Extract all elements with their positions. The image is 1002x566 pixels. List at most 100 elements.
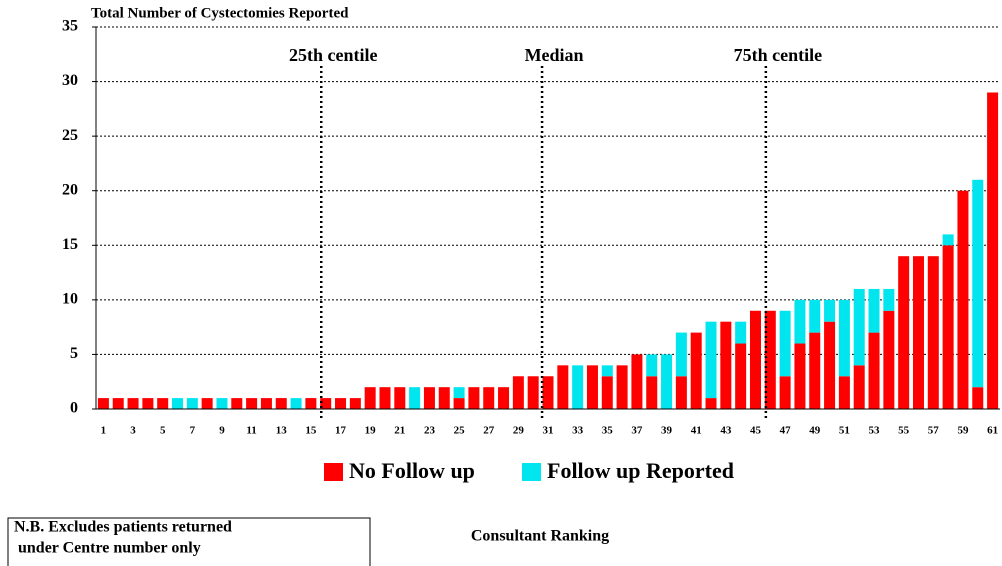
x-tick-label: 49 xyxy=(809,425,821,437)
x-tick-label: 9 xyxy=(219,425,225,437)
bar-segment xyxy=(542,376,554,409)
bar-segment xyxy=(661,354,673,409)
bar-segment xyxy=(572,365,584,409)
bar-segment xyxy=(853,365,865,409)
x-tick-label: 29 xyxy=(513,425,525,437)
bar-segment xyxy=(468,387,480,409)
y-tick-label: 10 xyxy=(62,291,78,308)
bar-segment xyxy=(809,332,821,409)
legend-swatch xyxy=(324,463,343,481)
bar-segment xyxy=(512,376,524,409)
bar-segment xyxy=(972,179,984,388)
x-tick-label: 45 xyxy=(750,425,762,437)
bar-segment xyxy=(838,376,850,409)
x-tick-label: 17 xyxy=(335,425,347,437)
x-tick-label: 5 xyxy=(160,425,166,437)
x-tick-label: 31 xyxy=(543,425,554,437)
bar-segment xyxy=(527,376,539,409)
bar-segment xyxy=(987,92,999,409)
bar-segment xyxy=(764,310,776,409)
bar-segment xyxy=(794,299,806,344)
bar-segment xyxy=(957,190,969,409)
x-tick-label: 15 xyxy=(305,425,317,437)
bar-segment xyxy=(631,354,643,409)
bar-segment xyxy=(690,332,702,409)
bar-segment xyxy=(838,299,850,377)
bar-segment xyxy=(409,387,421,409)
bar-segment xyxy=(453,398,465,409)
bar-segment xyxy=(246,398,258,409)
x-tick-label: 37 xyxy=(631,425,643,437)
note-line: N.B. Excludes patients returned xyxy=(14,519,232,536)
x-tick-label: 3 xyxy=(130,425,136,437)
bar-segment xyxy=(305,398,317,409)
bar-segment xyxy=(201,398,213,409)
x-tick-label: 47 xyxy=(780,425,792,437)
x-tick-label: 1 xyxy=(101,425,107,437)
x-tick-label: 23 xyxy=(424,425,436,437)
bar-segment xyxy=(749,310,761,409)
bar-segment xyxy=(675,376,687,409)
note-line: under Centre number only xyxy=(14,540,201,557)
bar-segment xyxy=(172,398,184,409)
y-tick-label: 30 xyxy=(62,72,78,89)
bar-segment xyxy=(883,310,895,409)
bar-segment xyxy=(127,398,139,409)
bar-segment xyxy=(260,398,272,409)
bar-segment xyxy=(868,332,880,409)
bar-segment xyxy=(557,365,569,409)
y-tick-label: 25 xyxy=(62,127,78,144)
centile-label: Median xyxy=(525,45,584,65)
bar-segment xyxy=(675,332,687,377)
bar-segment xyxy=(498,387,510,409)
bar-segment xyxy=(231,398,243,409)
bar-segment xyxy=(616,365,628,409)
bar-segment xyxy=(601,365,613,377)
bar-segment xyxy=(349,398,361,409)
bar-segment xyxy=(779,376,791,409)
bar-segment xyxy=(824,321,836,409)
bar-segment xyxy=(453,387,465,399)
bar-segment xyxy=(720,321,732,409)
x-tick-label: 33 xyxy=(572,425,584,437)
bar-segment xyxy=(438,387,450,409)
x-tick-label: 39 xyxy=(661,425,673,437)
bar-segment xyxy=(853,288,865,366)
x-tick-label: 11 xyxy=(246,425,256,437)
bar-segment xyxy=(335,398,347,409)
bar-segment xyxy=(112,398,124,409)
bar-segment xyxy=(705,398,717,409)
x-tick-label: 51 xyxy=(839,425,850,437)
bar-segment xyxy=(364,387,376,409)
bar-segment xyxy=(320,398,332,409)
x-tick-label: 35 xyxy=(602,425,614,437)
bar-segment xyxy=(912,256,924,409)
legend-swatch xyxy=(522,463,541,481)
bar-segment xyxy=(157,398,169,409)
note-box xyxy=(7,517,371,566)
legend-label: No Follow up xyxy=(349,458,475,483)
bar-segment xyxy=(824,299,836,322)
bar-segment xyxy=(809,299,821,333)
centile-label: 25th centile xyxy=(289,45,377,65)
bar-segment xyxy=(883,288,895,311)
bar-segment xyxy=(927,256,939,409)
bar-segment xyxy=(646,376,658,409)
x-tick-label: 7 xyxy=(190,425,196,437)
x-tick-label: 21 xyxy=(394,425,405,437)
bar-segment xyxy=(394,387,406,409)
bar-segment xyxy=(868,288,880,333)
y-tick-label: 15 xyxy=(62,236,78,253)
x-tick-label: 19 xyxy=(365,425,377,437)
bar-segment xyxy=(942,245,954,409)
bar-segment xyxy=(97,398,109,409)
bar-segment xyxy=(483,387,495,409)
bar-segment xyxy=(275,398,287,409)
x-tick-label: 57 xyxy=(928,425,940,437)
x-tick-label: 55 xyxy=(898,425,910,437)
bar-segment xyxy=(735,321,747,344)
bar-segment xyxy=(423,387,435,409)
x-tick-label: 61 xyxy=(987,425,998,437)
x-tick-label: 41 xyxy=(691,425,702,437)
legend-label: Follow up Reported xyxy=(547,458,734,483)
